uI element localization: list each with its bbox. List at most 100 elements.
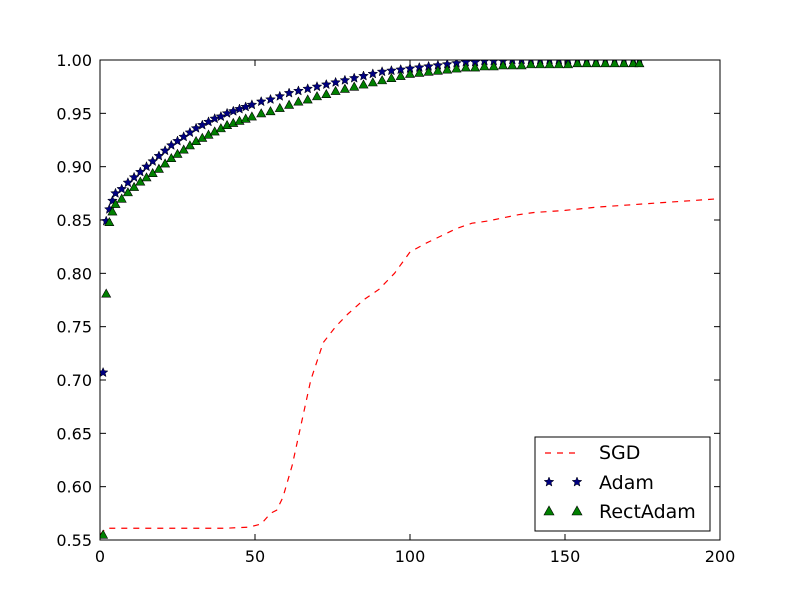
rectadam-point	[116, 193, 127, 203]
legend-star-marker	[543, 476, 555, 487]
rectadam-point	[358, 79, 369, 89]
legend-rectadam-markers	[543, 505, 583, 516]
rectadam-point	[563, 60, 574, 69]
rectadam-point	[600, 60, 611, 68]
y-tick-label: 0.60	[56, 478, 92, 497]
rectadam-point	[349, 81, 360, 91]
rectadam-point	[609, 60, 620, 68]
rectadam-point	[101, 288, 112, 298]
rectadam-point	[256, 108, 267, 118]
rectadam-point	[339, 83, 350, 93]
adam-point	[330, 76, 341, 87]
rectadam-point	[460, 62, 471, 72]
rectadam-point	[535, 60, 546, 69]
legend-label-adam: Adam	[599, 472, 654, 494]
rectadam-point	[590, 60, 602, 68]
adam-point	[100, 366, 109, 378]
series-sgd	[100, 198, 720, 536]
rectadam-point	[553, 60, 564, 69]
rectadam-point	[153, 163, 164, 173]
legend-triangle-marker	[571, 505, 583, 516]
rectadam-point	[110, 198, 121, 208]
rectadam-point	[497, 60, 509, 70]
rectadam-point	[284, 99, 295, 109]
y-tick-label: 0.95	[56, 104, 92, 123]
rectadam-point	[479, 61, 490, 71]
adam-point	[274, 90, 286, 101]
rectadam-point	[386, 73, 397, 83]
adam-point	[246, 99, 258, 110]
rectadam-point	[129, 181, 140, 191]
rectadam-point	[516, 60, 527, 70]
series-layer	[100, 60, 720, 539]
adam-point	[116, 183, 128, 194]
y-tick-label: 0.90	[56, 158, 92, 177]
adam-point	[196, 119, 208, 130]
y-tick-label: 0.70	[56, 371, 92, 390]
legend-adam-markers	[543, 476, 583, 487]
adam-point	[265, 93, 276, 105]
rectadam-point	[311, 91, 323, 101]
x-tick-label: 0	[95, 547, 105, 566]
y-tick-label: 0.55	[56, 531, 92, 550]
adam-point	[107, 195, 118, 206]
rectadam-point	[302, 94, 313, 104]
rectadam-point	[634, 60, 645, 68]
adam-point	[203, 116, 214, 127]
y-tick-label: 0.75	[56, 318, 92, 337]
x-tick-label: 50	[245, 547, 265, 566]
adam-point	[255, 95, 267, 107]
rectadam-point	[470, 62, 481, 72]
plot-frame	[99, 59, 721, 541]
adam-point	[358, 70, 369, 81]
legend-label-rectadam: RectAdam	[599, 501, 696, 523]
legend-label-sgd: SGD	[599, 442, 640, 464]
rectadam-point	[442, 64, 453, 74]
rectadam-point	[581, 60, 592, 68]
legend-box	[534, 436, 711, 532]
rectadam-point	[265, 106, 276, 116]
adam-point	[311, 80, 323, 92]
sgd-line	[100, 198, 720, 536]
rectadam-point	[160, 158, 171, 168]
y-tick-label: 0.80	[56, 264, 92, 283]
rectadam-point	[544, 60, 555, 69]
adam-point	[376, 66, 388, 77]
x-tick-label: 150	[550, 547, 581, 566]
legend-star-marker	[571, 476, 583, 487]
rectadam-point	[100, 529, 109, 539]
rectadam-point	[330, 85, 341, 95]
y-tick-label: 0.65	[56, 424, 92, 443]
rectadam-point	[414, 67, 425, 77]
adam-point	[367, 68, 379, 79]
x-tick-label: 200	[705, 547, 736, 566]
rectadam-point	[107, 206, 118, 216]
rectadam-point	[367, 77, 378, 87]
adam-point	[348, 72, 360, 83]
rectadam-point	[122, 187, 133, 197]
rectadam-point	[404, 68, 416, 78]
adam-point	[283, 87, 295, 98]
tick-labels: 0 50 100 150 200 0.55 0.60 0.65 0.70 0.75 0.80 0.85…	[56, 51, 735, 566]
rectadam-point	[507, 60, 518, 70]
rectadam-point	[525, 60, 536, 69]
legend-triangle-marker	[543, 505, 555, 516]
y-tick-label: 0.85	[56, 211, 92, 230]
rectadam-point	[488, 61, 499, 71]
rectadam-point	[572, 60, 583, 68]
rectadam-point	[246, 111, 257, 121]
adam-point	[190, 122, 202, 133]
rectadam-point	[104, 217, 115, 227]
rectadam-point	[377, 75, 388, 85]
rectadam-point	[274, 102, 285, 112]
series-rectadam	[100, 60, 645, 539]
rectadam-point	[618, 60, 629, 68]
y-tick-label: 1.00	[56, 51, 92, 70]
adam-point	[215, 110, 227, 122]
legend: SGD Adam RectAdam	[534, 436, 711, 532]
adam-point	[339, 74, 351, 85]
adam-point	[302, 83, 314, 94]
adam-point	[320, 78, 332, 90]
rectadam-point	[432, 65, 443, 75]
